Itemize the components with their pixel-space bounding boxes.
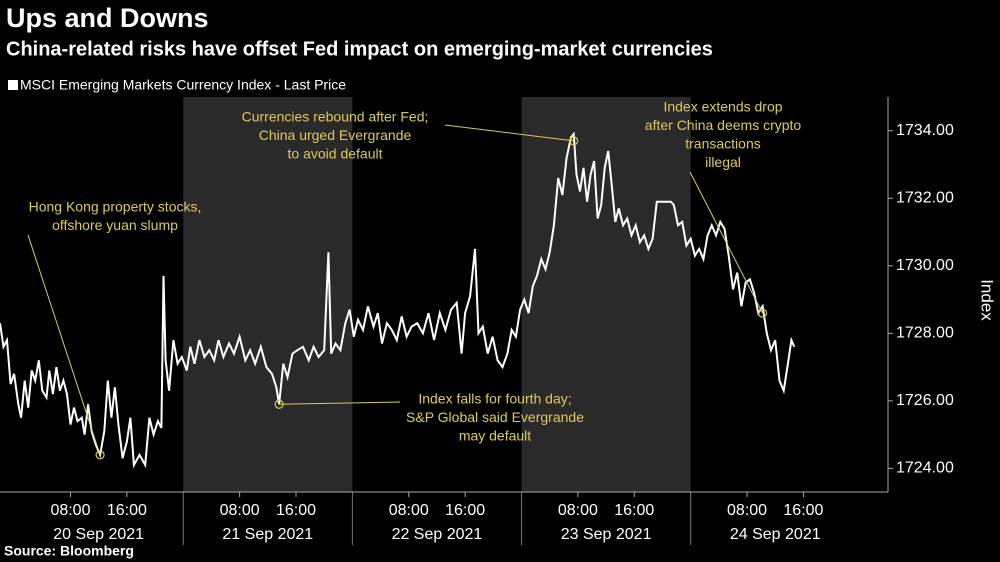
annotation-leader (689, 171, 763, 314)
x-tick-label: 16:00 (107, 502, 147, 519)
day-label: 24 Sep 2021 (730, 526, 821, 543)
annotation-text: S&P Global said Evergrande (406, 409, 584, 425)
x-tick-label: 16:00 (445, 502, 485, 519)
x-tick-label: 16:00 (614, 502, 654, 519)
x-tick-label: 16:00 (276, 502, 316, 519)
y-tick-label: 1724.00 (896, 460, 954, 477)
annotation-text: may default (459, 428, 531, 444)
chart-title: Ups and Downs (6, 3, 209, 33)
y-tick-label: 1732.00 (896, 190, 954, 207)
annotation-text: after China deems crypto (645, 117, 802, 133)
x-tick-label: 08:00 (727, 502, 767, 519)
day-label: 23 Sep 2021 (561, 526, 652, 543)
legend-swatch (8, 80, 18, 90)
x-tick-label: 08:00 (558, 502, 598, 519)
y-tick-label: 1728.00 (896, 325, 954, 342)
annotation-point (569, 136, 579, 146)
y-axis-title: Index (978, 279, 997, 321)
annotation-leader (444, 124, 574, 142)
annotation-text: China urged Evergrande (259, 127, 412, 143)
annotation-text: transactions (685, 136, 760, 152)
source: Source: Bloomberg (4, 543, 134, 559)
x-tick-label: 08:00 (50, 502, 90, 519)
x-tick-label: 16:00 (783, 502, 823, 519)
chart-subtitle: China-related risks have offset Fed impa… (6, 38, 713, 60)
legend-label: MSCI Emerging Markets Currency Index - L… (20, 77, 346, 93)
day-band (183, 97, 353, 492)
annotation-point (95, 450, 105, 460)
annotation-text: Index falls for fourth day; (418, 391, 571, 407)
y-tick-label: 1726.00 (896, 392, 954, 409)
annotation-text: Index extends drop (663, 99, 782, 115)
annotation-text: Currencies rebound after Fed; (242, 109, 429, 125)
day-label: 22 Sep 2021 (392, 526, 483, 543)
annotation-point (274, 399, 284, 409)
annotation-point (757, 308, 768, 318)
annotation-text: to avoid default (288, 146, 383, 162)
y-tick-label: 1734.00 (896, 122, 954, 139)
annotation-text: offshore yuan slump (52, 217, 178, 233)
annotation-leader (279, 401, 401, 405)
x-tick-label: 08:00 (220, 502, 260, 519)
day-label: 20 Sep 2021 (53, 526, 144, 543)
x-tick-label: 08:00 (389, 502, 429, 519)
day-label: 21 Sep 2021 (222, 526, 313, 543)
annotation-text: Hong Kong property stocks, (29, 199, 202, 215)
annotation-text: illegal (705, 154, 741, 170)
y-tick-label: 1730.00 (896, 257, 954, 274)
annotation-leader (27, 234, 101, 456)
line (0, 131, 796, 469)
